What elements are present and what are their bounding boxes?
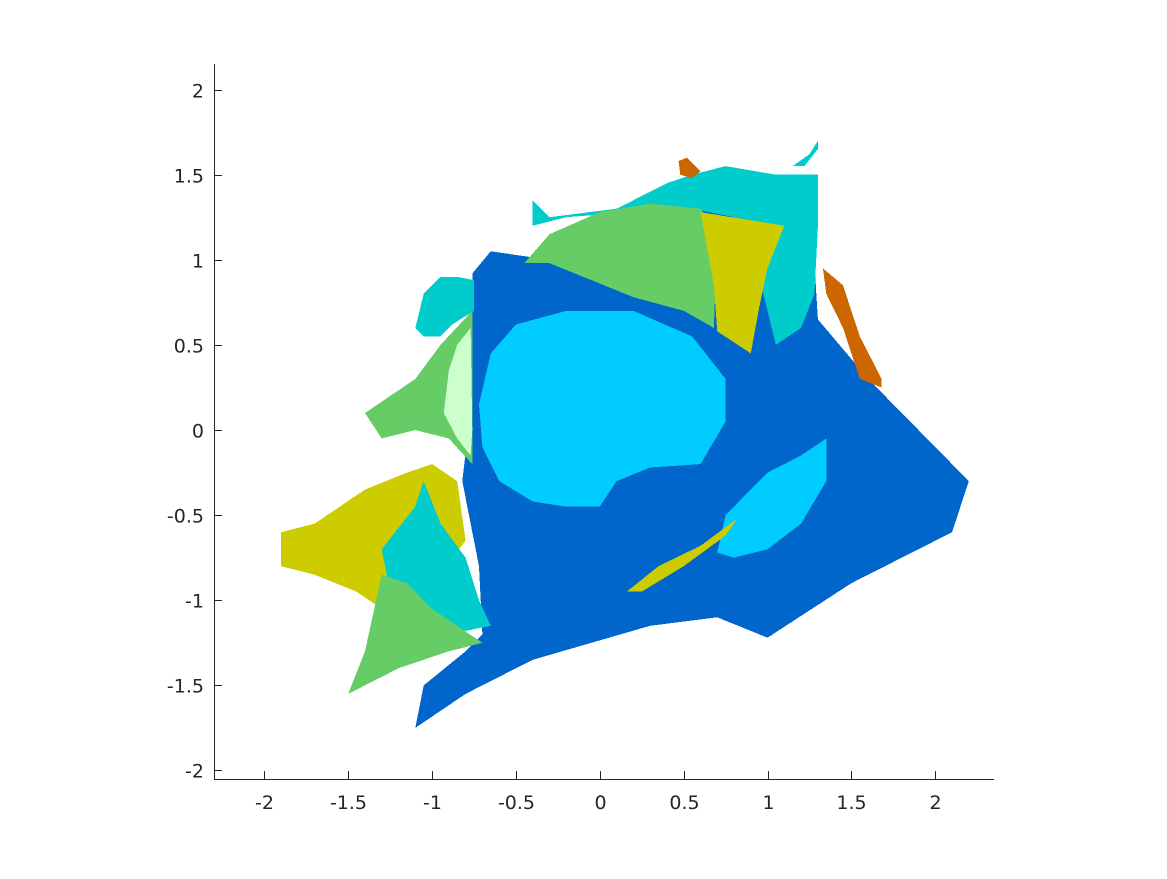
left-green-region — [365, 310, 473, 465]
top-yellow-region — [700, 212, 785, 354]
axes-layer — [214, 64, 994, 780]
lower-left-green-region — [348, 574, 483, 694]
left-cyan-region — [415, 276, 474, 337]
x-tick-label: 1.5 — [836, 792, 866, 814]
top-cyan-band — [532, 166, 818, 345]
lower-right-light-blue-blob — [717, 438, 827, 558]
y-tick-label: -1 — [185, 591, 204, 613]
x-tick-label: -0.5 — [498, 792, 535, 814]
x-tick-label: 2 — [929, 792, 941, 814]
y-tick-label: -2 — [185, 761, 204, 783]
right-orange-edge — [822, 268, 882, 388]
y-tick-label: 1 — [192, 251, 204, 273]
upper-right-cyan-spike — [792, 140, 818, 167]
x-tick-label: 0 — [594, 792, 606, 814]
x-tick-label: -1.5 — [330, 792, 367, 814]
x-tick-label: -2 — [255, 792, 274, 814]
y-tick-label: 0.5 — [174, 336, 204, 358]
x-tick-label: -1 — [423, 792, 442, 814]
top-orange-tip — [678, 157, 701, 179]
regions-layer — [281, 140, 969, 728]
y-ticks: 2 1.5 1 0.5 0 -0.5 -1 -1.5 -2 — [167, 81, 222, 783]
top-green-region — [524, 203, 718, 328]
central-light-blue-blob — [479, 310, 726, 507]
lower-right-yellow-sliver — [626, 518, 738, 592]
left-pale-green-lens — [443, 327, 473, 456]
y-tick-label: 2 — [192, 81, 204, 103]
y-tick-label: 0 — [192, 421, 204, 443]
x-tick-label: 1 — [762, 792, 774, 814]
y-tick-label: -1.5 — [167, 676, 204, 698]
y-tick-label: 1.5 — [174, 166, 204, 188]
y-tick-label: -0.5 — [167, 506, 204, 528]
x-ticks: -2 -1.5 -1 -0.5 0 0.5 1 1.5 2 — [255, 771, 942, 814]
x-tick-label: 0.5 — [669, 792, 699, 814]
